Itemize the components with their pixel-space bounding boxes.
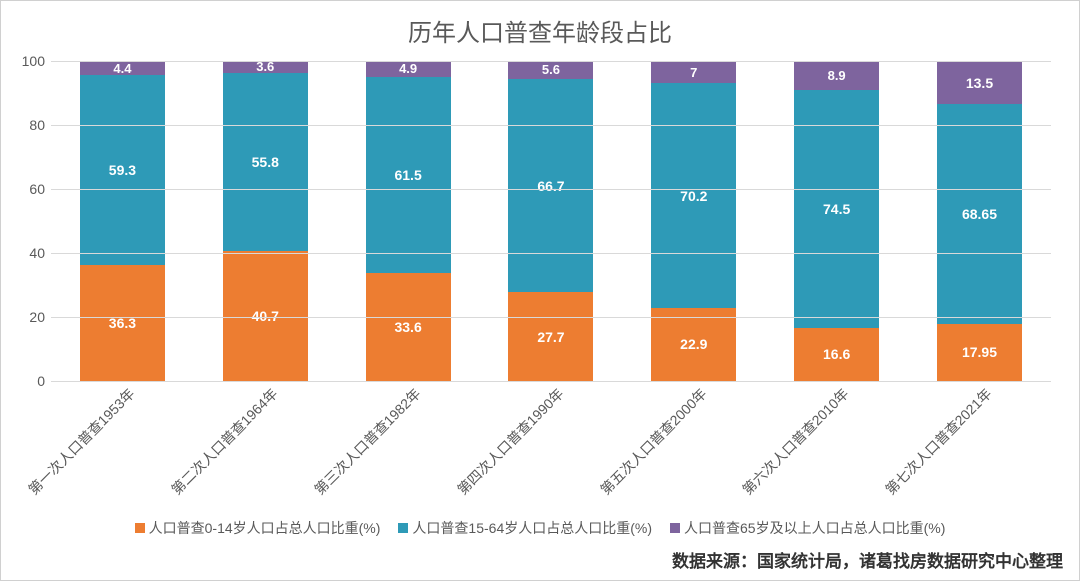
bar-segment: 8.9 [794, 61, 879, 89]
legend-swatch [398, 523, 408, 533]
y-tick-label: 60 [11, 181, 45, 197]
bar-segment: 13.5 [937, 61, 1022, 104]
y-tick-label: 80 [11, 117, 45, 133]
legend: 人口普查0-14岁人口占总人口比重(%) 人口普查15-64岁人口占总人口比重(%… [1, 518, 1079, 538]
bar-segment: 4.9 [366, 61, 451, 77]
source-text: 数据来源：国家统计局，诸葛找房数据研究中心整理 [672, 547, 1063, 572]
chart-container: 历年人口普查年龄段占比 36.359.34.4第一次人口普查1953年40.75… [0, 0, 1080, 581]
plot-area: 36.359.34.4第一次人口普查1953年 40.755.83.6第二次人口普… [51, 61, 1051, 381]
gridline [51, 189, 1051, 190]
y-tick-label: 0 [11, 373, 45, 389]
bar-segment: 70.2 [651, 83, 736, 307]
bar-segment: 22.9 [651, 308, 736, 381]
y-tick-label: 40 [11, 245, 45, 261]
legend-item: 人口普查15-64岁人口占总人口比重(%) [398, 518, 652, 538]
bar-segment: 7 [651, 61, 736, 83]
x-tick-label: 第四次人口普查1990年 [450, 381, 568, 499]
bar-group: 27.766.75.6第四次人口普查1990年 [508, 61, 593, 381]
bar-segment: 40.7 [223, 251, 308, 381]
bar-segment: 66.7 [508, 79, 593, 292]
legend-item: 人口普查0-14岁人口占总人口比重(%) [135, 518, 381, 538]
bar-group: 22.970.27第五次人口普查2000年 [651, 61, 736, 381]
x-tick-label: 第二次人口普查1964年 [164, 381, 282, 499]
bar-segment: 68.65 [937, 104, 1022, 323]
legend-label: 人口普查65岁及以上人口占总人口比重(%) [684, 518, 945, 538]
bar-group: 16.674.58.9第六次人口普查2010年 [794, 61, 879, 381]
x-tick-label: 第六次人口普查2010年 [735, 381, 853, 499]
x-tick-label: 第五次人口普查2000年 [593, 381, 711, 499]
legend-label: 人口普查15-64岁人口占总人口比重(%) [412, 518, 652, 538]
bar-group: 40.755.83.6第二次人口普查1964年 [223, 61, 308, 381]
legend-item: 人口普查65岁及以上人口占总人口比重(%) [670, 518, 945, 538]
bar-segment: 61.5 [366, 77, 451, 274]
bar-group: 33.661.54.9第三次人口普查1982年 [366, 61, 451, 381]
legend-label: 人口普查0-14岁人口占总人口比重(%) [149, 518, 381, 538]
chart-title: 历年人口普查年龄段占比 [1, 1, 1079, 56]
x-tick-label: 第七次人口普查2021年 [878, 381, 996, 499]
bar-segment: 33.6 [366, 273, 451, 381]
legend-swatch [135, 523, 145, 533]
bar-segment: 4.4 [80, 61, 165, 75]
gridline [51, 253, 1051, 254]
bars-row: 36.359.34.4第一次人口普查1953年 40.755.83.6第二次人口普… [51, 61, 1051, 381]
y-tick-label: 20 [11, 309, 45, 325]
gridline [51, 61, 1051, 62]
bar-group: 17.9568.6513.5第七次人口普查2021年 [937, 61, 1022, 381]
bar-segment: 59.3 [80, 75, 165, 265]
bar-segment: 16.6 [794, 328, 879, 381]
bar-segment: 27.7 [508, 292, 593, 381]
gridline [51, 381, 1051, 382]
bar-segment: 55.8 [223, 73, 308, 251]
bar-group: 36.359.34.4第一次人口普查1953年 [80, 61, 165, 381]
bar-segment: 3.6 [223, 61, 308, 73]
legend-swatch [670, 523, 680, 533]
gridline [51, 317, 1051, 318]
y-tick-label: 100 [11, 53, 45, 69]
x-tick-label: 第一次人口普查1953年 [21, 381, 139, 499]
bar-segment: 5.6 [508, 61, 593, 79]
gridline [51, 125, 1051, 126]
bar-segment: 36.3 [80, 265, 165, 381]
bar-segment: 17.95 [937, 324, 1022, 381]
x-tick-label: 第三次人口普查1982年 [307, 381, 425, 499]
